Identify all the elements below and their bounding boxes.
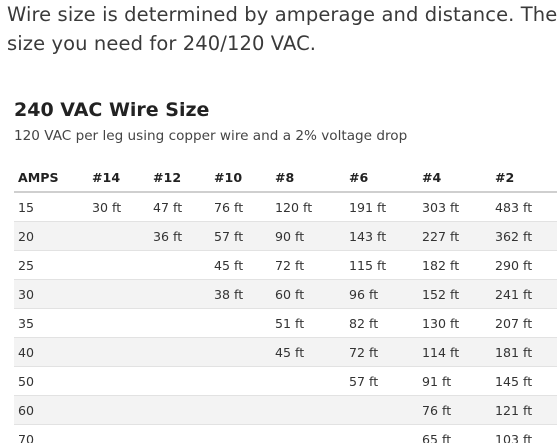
distance-cell bbox=[210, 395, 271, 425]
table-row: 25 45 ft 72 ft 115 ft 182 ft 290 ft bbox=[14, 250, 557, 280]
table-row: 35 51 ft 82 ft 130 ft 207 ft bbox=[14, 308, 557, 338]
distance-cell bbox=[345, 395, 418, 425]
distance-cell: 290 ft bbox=[491, 250, 557, 280]
amps-cell: 25 bbox=[14, 250, 88, 280]
distance-cell bbox=[88, 337, 149, 367]
distance-cell bbox=[210, 366, 271, 396]
distance-cell: 483 ft bbox=[491, 192, 557, 222]
distance-cell: 191 ft bbox=[345, 192, 418, 222]
distance-cell bbox=[88, 221, 149, 251]
distance-cell: 38 ft bbox=[210, 279, 271, 309]
distance-cell: 114 ft bbox=[418, 337, 491, 367]
amps-cell: 60 bbox=[14, 395, 88, 425]
amps-cell: 40 bbox=[14, 337, 88, 367]
column-header-gauge: #4 bbox=[418, 163, 491, 193]
distance-cell: 47 ft bbox=[149, 192, 210, 222]
distance-cell bbox=[271, 395, 345, 425]
distance-cell: 103 ft bbox=[491, 424, 557, 443]
distance-cell bbox=[210, 308, 271, 338]
intro-line-2: size you need for 240/120 VAC. bbox=[7, 32, 317, 55]
table-row: 70 65 ft 103 ft bbox=[14, 424, 557, 443]
distance-cell: 207 ft bbox=[491, 308, 557, 338]
distance-cell bbox=[149, 366, 210, 396]
distance-cell: 76 ft bbox=[418, 395, 491, 425]
amps-cell: 30 bbox=[14, 279, 88, 309]
distance-cell: 57 ft bbox=[210, 221, 271, 251]
distance-cell: 115 ft bbox=[345, 250, 418, 280]
distance-cell: 76 ft bbox=[210, 192, 271, 222]
table-row: 40 45 ft 72 ft 114 ft 181 ft bbox=[14, 337, 557, 367]
distance-cell: 182 ft bbox=[418, 250, 491, 280]
column-header-gauge: #12 bbox=[149, 163, 210, 193]
table-row: 60 76 ft 121 ft bbox=[14, 395, 557, 425]
distance-cell: 72 ft bbox=[345, 337, 418, 367]
distance-cell: 145 ft bbox=[491, 366, 557, 396]
distance-cell: 45 ft bbox=[210, 250, 271, 280]
distance-cell bbox=[88, 366, 149, 396]
distance-cell bbox=[210, 424, 271, 443]
table-row: 20 36 ft 57 ft 90 ft 143 ft 227 ft 362 ft bbox=[14, 221, 557, 251]
column-header-gauge: #14 bbox=[88, 163, 149, 193]
column-header-gauge: #2 bbox=[491, 163, 557, 193]
distance-cell: 241 ft bbox=[491, 279, 557, 309]
distance-cell bbox=[149, 250, 210, 280]
distance-cell: 227 ft bbox=[418, 221, 491, 251]
distance-cell: 130 ft bbox=[418, 308, 491, 338]
distance-cell bbox=[149, 395, 210, 425]
distance-cell: 30 ft bbox=[88, 192, 149, 222]
amps-cell: 20 bbox=[14, 221, 88, 251]
distance-cell: 51 ft bbox=[271, 308, 345, 338]
distance-cell bbox=[271, 366, 345, 396]
column-header-gauge: #10 bbox=[210, 163, 271, 193]
distance-cell: 57 ft bbox=[345, 366, 418, 396]
distance-cell bbox=[88, 279, 149, 309]
distance-cell: 91 ft bbox=[418, 366, 491, 396]
column-header-gauge: #8 bbox=[271, 163, 345, 193]
distance-cell bbox=[149, 308, 210, 338]
distance-cell: 362 ft bbox=[491, 221, 557, 251]
table-subtitle: 120 VAC per leg using copper wire and a … bbox=[14, 128, 408, 144]
distance-cell: 143 ft bbox=[345, 221, 418, 251]
distance-cell: 60 ft bbox=[271, 279, 345, 309]
table-row: 15 30 ft 47 ft 76 ft 120 ft 191 ft 303 ft 483 f… bbox=[14, 192, 557, 222]
distance-cell: 96 ft bbox=[345, 279, 418, 309]
amps-cell: 50 bbox=[14, 366, 88, 396]
distance-cell: 72 ft bbox=[271, 250, 345, 280]
distance-cell bbox=[149, 279, 210, 309]
distance-cell bbox=[149, 424, 210, 443]
table-title: 240 VAC Wire Size bbox=[14, 99, 210, 121]
amps-cell: 15 bbox=[14, 192, 88, 222]
distance-cell bbox=[88, 395, 149, 425]
wire-size-table: AMPS #14 #12 #10 #8 #6 #4 #2 15 30 ft 47 ft 76 ft 1… bbox=[14, 163, 557, 443]
distance-cell bbox=[210, 337, 271, 367]
distance-cell bbox=[345, 424, 418, 443]
distance-cell: 90 ft bbox=[271, 221, 345, 251]
distance-cell bbox=[149, 337, 210, 367]
distance-cell: 45 ft bbox=[271, 337, 345, 367]
distance-cell: 152 ft bbox=[418, 279, 491, 309]
distance-cell: 65 ft bbox=[418, 424, 491, 443]
distance-cell bbox=[88, 424, 149, 443]
intro-paragraph: Wire size is determined by amperage and … bbox=[7, 0, 557, 58]
distance-cell bbox=[88, 308, 149, 338]
amps-cell: 35 bbox=[14, 308, 88, 338]
table-header-row: AMPS #14 #12 #10 #8 #6 #4 #2 bbox=[14, 163, 557, 193]
column-header-gauge: #6 bbox=[345, 163, 418, 193]
distance-cell bbox=[271, 424, 345, 443]
distance-cell: 82 ft bbox=[345, 308, 418, 338]
intro-line-1: Wire size is determined by amperage and … bbox=[7, 3, 557, 26]
distance-cell: 36 ft bbox=[149, 221, 210, 251]
table-row: 50 57 ft 91 ft 145 ft bbox=[14, 366, 557, 396]
distance-cell: 121 ft bbox=[491, 395, 557, 425]
distance-cell: 120 ft bbox=[271, 192, 345, 222]
distance-cell: 303 ft bbox=[418, 192, 491, 222]
table-row: 30 38 ft 60 ft 96 ft 152 ft 241 ft bbox=[14, 279, 557, 309]
amps-cell: 70 bbox=[14, 424, 88, 443]
distance-cell bbox=[88, 250, 149, 280]
distance-cell: 181 ft bbox=[491, 337, 557, 367]
column-header-amps: AMPS bbox=[14, 163, 88, 193]
